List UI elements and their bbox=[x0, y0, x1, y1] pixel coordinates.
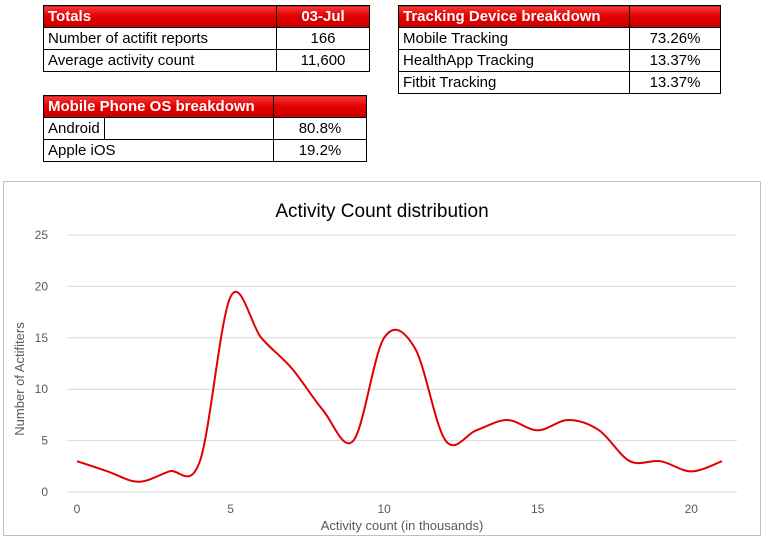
y-tick-label: 15 bbox=[35, 331, 49, 345]
y-tick-label: 0 bbox=[41, 485, 48, 499]
table-row: HealthApp Tracking 13.37% bbox=[398, 49, 721, 72]
gridlines bbox=[67, 234, 737, 493]
y-tick-label: 25 bbox=[35, 228, 49, 242]
os-breakdown-table: Mobile Phone OS breakdown Android 80.8% … bbox=[43, 95, 367, 162]
y-tick-label: 5 bbox=[41, 434, 48, 448]
y-tick-label: 10 bbox=[35, 382, 49, 396]
os-row-label: Apple iOS bbox=[43, 139, 274, 162]
table-row: Average activity count 11,600 bbox=[43, 49, 370, 72]
os-row-value: 80.8% bbox=[273, 117, 367, 140]
activity-chart: 0 5 10 15 20 25 0 5 10 15 20 Activity Count distr… bbox=[3, 181, 761, 536]
os-header-blank bbox=[273, 95, 367, 118]
x-tick-label: 5 bbox=[227, 502, 234, 516]
table-row: Apple iOS 19.2% bbox=[43, 139, 367, 162]
y-axis-title: Number of Actifiters bbox=[12, 322, 27, 436]
chart-svg: 0 5 10 15 20 25 0 5 10 15 20 Activity Count distr… bbox=[12, 201, 737, 533]
totals-row-value: 11,600 bbox=[276, 49, 370, 72]
device-row-value: 13.37% bbox=[629, 71, 721, 94]
x-tick-label: 20 bbox=[685, 502, 699, 516]
y-tick-label: 20 bbox=[35, 279, 49, 293]
device-row-value: 13.37% bbox=[629, 49, 721, 72]
device-header-row: Tracking Device breakdown bbox=[398, 5, 721, 28]
device-row-label: Mobile Tracking bbox=[398, 27, 630, 50]
device-row-value: 73.26% bbox=[629, 27, 721, 50]
os-row-label: Android bbox=[43, 117, 105, 140]
os-row-spacer bbox=[104, 117, 274, 140]
totals-row-value: 166 bbox=[276, 27, 370, 50]
totals-header-row: Totals 03-Jul bbox=[43, 5, 370, 28]
totals-row-label: Number of actifit reports bbox=[43, 27, 277, 50]
device-row-label: HealthApp Tracking bbox=[398, 49, 630, 72]
totals-header: Totals bbox=[43, 5, 277, 28]
x-tick-label: 15 bbox=[531, 502, 545, 516]
os-breakdown-header: Mobile Phone OS breakdown bbox=[43, 95, 274, 118]
table-row: Mobile Tracking 73.26% bbox=[398, 27, 721, 50]
x-axis-ticks: 0 5 10 15 20 bbox=[74, 502, 699, 516]
totals-table: Totals 03-Jul Number of actifit reports … bbox=[43, 5, 370, 72]
device-header-blank bbox=[629, 5, 721, 28]
os-row-value: 19.2% bbox=[273, 139, 367, 162]
y-axis-ticks: 0 5 10 15 20 25 bbox=[35, 228, 49, 499]
device-row-label: Fitbit Tracking bbox=[398, 71, 630, 94]
device-breakdown-header: Tracking Device breakdown bbox=[398, 5, 630, 28]
device-breakdown-table: Tracking Device breakdown Mobile Trackin… bbox=[398, 5, 721, 94]
totals-row-label: Average activity count bbox=[43, 49, 277, 72]
x-tick-label: 0 bbox=[74, 502, 81, 516]
os-header-row: Mobile Phone OS breakdown bbox=[43, 95, 367, 118]
table-row: Number of actifit reports 166 bbox=[43, 27, 370, 50]
x-axis-title: Activity count (in thousands) bbox=[321, 518, 484, 533]
totals-date-header: 03-Jul bbox=[276, 5, 370, 28]
chart-title: Activity Count distribution bbox=[275, 201, 488, 222]
series-line bbox=[76, 290, 723, 483]
table-row: Fitbit Tracking 13.37% bbox=[398, 71, 721, 94]
table-row: Android 80.8% bbox=[43, 117, 367, 140]
x-tick-label: 10 bbox=[377, 502, 391, 516]
